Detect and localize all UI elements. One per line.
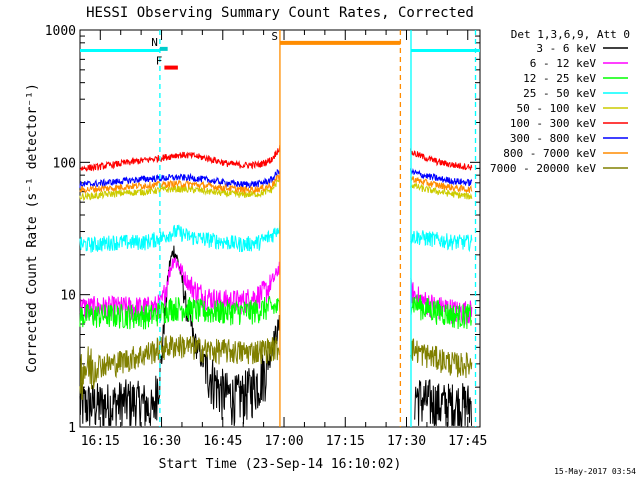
y-tick-label: 10 — [60, 289, 76, 304]
series-layer — [79, 144, 473, 427]
series-100-300-kevline — [410, 148, 473, 171]
x-tick-label: 17:00 — [264, 434, 303, 449]
legend: Det 1,3,6,9, Att 0 3 - 6 keV 6 - 12 keV 12… — [490, 28, 630, 175]
legend-label: 800 - 7000 keV — [503, 147, 596, 160]
x-tick-label: 17:30 — [387, 434, 426, 449]
series-300-800-kevline — [79, 169, 281, 189]
y-tick-label: 100 — [53, 156, 76, 171]
series-7000-20000-kevline — [79, 334, 281, 401]
x-tick-label: 17:15 — [326, 434, 365, 449]
axis-layer: 1 10 100 1000 16:15 16:30 16:45 17:00 17:15 17:30… — [45, 24, 488, 449]
series-50-100-kevline — [410, 181, 473, 200]
legend-header: Det 1,3,6,9, Att 0 — [511, 28, 630, 41]
flag-label-f: F — [156, 55, 163, 68]
series-12-25-kevline — [410, 294, 472, 330]
series-25-50-kevline — [410, 230, 473, 253]
legend-label: 100 - 300 keV — [510, 117, 596, 130]
x-tick-label: 16:15 — [81, 434, 120, 449]
legend-label: 300 - 800 keV — [510, 132, 596, 145]
series-12-25-kevline — [79, 296, 281, 330]
series-300-800-kevline — [410, 168, 473, 187]
x-axis-label: Start Time (23-Sep-14 16:10:02) — [159, 457, 402, 472]
x-tick-label: 17:45 — [448, 434, 487, 449]
series-100-300-kevline — [79, 144, 281, 172]
x-tick-label: 16:30 — [142, 434, 181, 449]
flag-label-s: S — [271, 30, 278, 43]
series-800-7000-kevline — [410, 176, 473, 194]
y-tick-label: 1000 — [45, 24, 76, 39]
series-25-50-kevline — [79, 220, 281, 253]
legend-label: 50 - 100 keV — [517, 102, 597, 115]
legend-label: 6 - 12 keV — [530, 57, 597, 70]
series-50-100-kevline — [79, 176, 281, 201]
chart-title: HESSI Observing Summary Count Rates, Cor… — [86, 5, 474, 21]
y-axis-label: Corrected Count Rate (s⁻¹ detector⁻¹) — [25, 83, 40, 373]
flag-label-n: N — [151, 36, 158, 49]
legend-label: 3 - 6 keV — [536, 42, 596, 55]
legend-label: 7000 - 20000 keV — [490, 162, 596, 175]
series-7000-20000-kevline — [410, 338, 473, 379]
timestamp: 15-May-2017 03:54 — [554, 467, 636, 476]
series-3-6-kevline — [414, 379, 472, 427]
series-800-7000-kevline — [79, 174, 281, 196]
legend-label: 12 - 25 keV — [523, 72, 596, 85]
x-tick-label: 16:45 — [203, 434, 242, 449]
legend-label: 25 - 50 keV — [523, 87, 596, 100]
overlay-layer: NF S — [80, 30, 480, 427]
y-tick-label: 1 — [68, 421, 76, 436]
